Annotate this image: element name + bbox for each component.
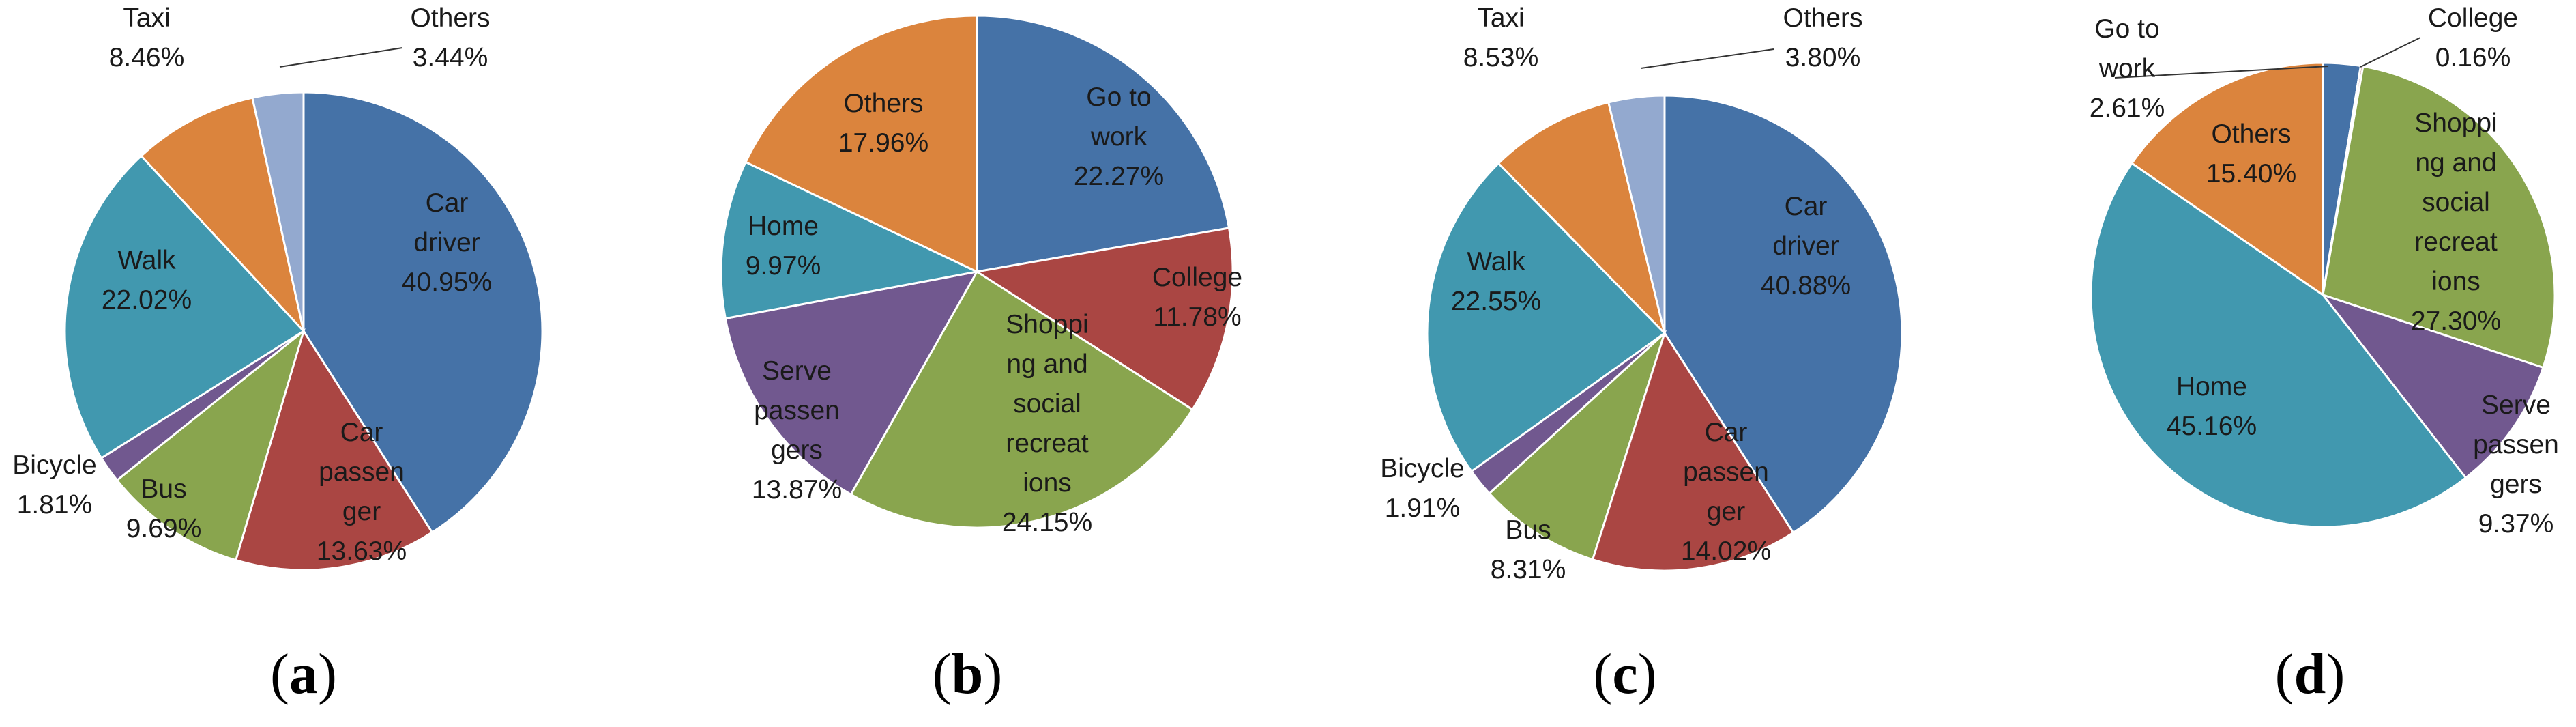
data-label-go-to-work: Go to work 22.27% xyxy=(1074,83,1164,191)
slice-others xyxy=(744,14,978,274)
slice-car-passenger xyxy=(1591,330,1795,572)
leader-line-others xyxy=(279,47,403,68)
slice-shopping-and-social-recreations xyxy=(849,270,1195,529)
leader-line-others xyxy=(1640,48,1774,69)
data-label-others: Others 3.80% xyxy=(1783,3,1862,72)
data-label-shopping-and-social-recreations: Shoppi ng and social recreat ions 27.30% xyxy=(2411,109,2501,336)
data-label-bicycle: Bicycle 1.91% xyxy=(1380,454,1465,523)
leader-line-college xyxy=(2360,37,2421,68)
slice-serve-passengers xyxy=(2319,293,2545,479)
slice-car-passenger xyxy=(234,328,434,571)
data-label-bus: Bus 9.69% xyxy=(126,474,202,543)
panel-label-b: (b) xyxy=(933,642,1003,706)
data-label-serve-passengers: Serve passen gers 13.87% xyxy=(752,356,842,504)
slice-bus xyxy=(115,328,306,562)
data-label-go-to-work: Go to work 2.61% xyxy=(2090,14,2165,123)
slice-home xyxy=(720,160,980,320)
data-label-college: College 0.16% xyxy=(2428,3,2518,72)
slice-others xyxy=(251,91,305,332)
slice-others xyxy=(2130,61,2324,297)
data-label-bicycle: Bicycle 1.81% xyxy=(12,451,97,519)
pie-chart-b: Go to work 22.27% College 11.78% Shoppi ng and… xyxy=(720,14,1242,537)
pie-chart-c: Car driver 40.88% Car passen ger 14.02% Bus 8.31… xyxy=(1380,3,1903,584)
data-label-car-driver: Car driver 40.95% xyxy=(402,188,492,297)
slice-go-to-work xyxy=(976,14,1231,273)
data-label-others: Others 15.40% xyxy=(2206,119,2296,188)
slice-bus xyxy=(1488,330,1667,561)
slice-taxi xyxy=(1497,101,1667,337)
data-label-bus: Bus 8.31% xyxy=(1491,515,1566,584)
slice-serve-passengers xyxy=(724,270,979,496)
slice-car-driver xyxy=(302,91,544,534)
data-label-walk: Walk 22.55% xyxy=(1451,247,1541,316)
slice-others xyxy=(1607,94,1666,334)
slice-home xyxy=(2090,162,2468,528)
data-label-college: College 11.78% xyxy=(1152,263,1242,332)
pie-chart-a: Car driver 40.95% Car passen ger 13.63% Bus 9.69… xyxy=(12,3,544,571)
slice-walk xyxy=(63,154,306,460)
slice-college xyxy=(974,227,1234,412)
data-label-walk: Walk 22.02% xyxy=(102,246,192,315)
data-label-car-driver: Car driver 40.88% xyxy=(1761,192,1851,300)
panel-label-d: (d) xyxy=(2275,642,2345,706)
data-label-taxi: Taxi 8.46% xyxy=(109,3,185,72)
slice-shopping-and-social-recreations xyxy=(2322,65,2556,369)
leader-line-go-to-work xyxy=(2114,66,2329,79)
panel-label-c: (c) xyxy=(1593,642,1656,706)
data-label-car-passenger: Car passen ger 14.02% xyxy=(1681,418,1771,566)
pie-chart-d: Go to work 2.61% College 0.16% Shoppi ng and so… xyxy=(2090,3,2559,539)
data-label-shopping-and-social-recreations: Shoppi ng and social recreat ions 24.15% xyxy=(1002,310,1092,537)
slice-walk xyxy=(1426,162,1667,473)
data-label-others: Others 17.96% xyxy=(838,89,928,158)
slice-taxi xyxy=(139,96,306,335)
data-label-others: Others 3.44% xyxy=(410,3,490,72)
data-label-serve-passengers: Serve passen gers 9.37% xyxy=(2473,390,2559,539)
data-label-taxi: Taxi 8.53% xyxy=(1463,3,1539,72)
data-label-car-passenger: Car passen ger 13.63% xyxy=(317,418,407,566)
data-label-home: Home 45.16% xyxy=(2167,372,2257,441)
panel-label-a: (a) xyxy=(270,642,337,706)
data-label-home: Home 9.97% xyxy=(746,212,821,281)
